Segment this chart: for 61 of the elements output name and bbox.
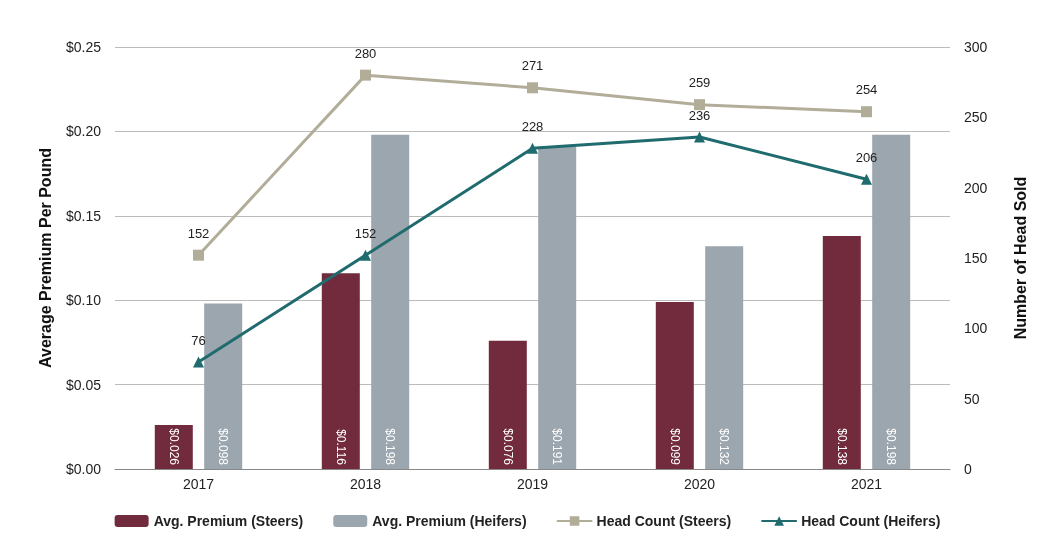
data-label: 271 xyxy=(521,58,544,74)
point xyxy=(193,356,204,368)
y2-tick-label: 200 xyxy=(964,179,988,196)
data-label: 259 xyxy=(688,75,711,91)
y2-tick-label: 150 xyxy=(964,250,988,266)
point xyxy=(360,249,371,261)
data-label: $0.198 xyxy=(383,428,398,466)
y-tick-label: $0.15 xyxy=(65,207,102,224)
x-tick-label: 2018 xyxy=(349,476,382,492)
point xyxy=(527,142,538,154)
y-tick-label: $0.20 xyxy=(65,123,102,140)
data-label: $0.098 xyxy=(216,428,231,466)
bar xyxy=(538,146,577,469)
point xyxy=(360,69,371,81)
y-tick-label: $0.00 xyxy=(65,461,102,477)
y2-tick-label: 0 xyxy=(964,461,972,477)
y-tick-label: $0.05 xyxy=(65,376,102,393)
point xyxy=(694,131,705,143)
legend-label: Head Count (Heifers) xyxy=(801,513,941,529)
data-label: 228 xyxy=(521,118,544,134)
y-axis-title: Average Premium Per Pound xyxy=(36,148,54,368)
y-tick-label: $0.25 xyxy=(65,39,102,55)
data-label: 254 xyxy=(855,82,878,98)
y-tick-label: $0.10 xyxy=(65,292,102,309)
bar xyxy=(321,273,360,469)
data-label: 76 xyxy=(191,332,206,348)
bar xyxy=(822,236,861,469)
data-label: $0.076 xyxy=(500,428,515,466)
data-label: $0.198 xyxy=(884,428,899,466)
y2-tick-label: 100 xyxy=(964,320,988,337)
point xyxy=(861,173,872,185)
data-label: 152 xyxy=(187,225,210,241)
data-label: 152 xyxy=(354,225,377,241)
legend-label: Avg. Premium (Steers) xyxy=(153,513,304,529)
point xyxy=(193,249,204,261)
data-label: $0.099 xyxy=(667,428,682,466)
point xyxy=(694,99,705,111)
bar xyxy=(705,246,744,469)
legend-label: Head Count (Steers) xyxy=(596,513,732,529)
data-label: $0.132 xyxy=(717,428,732,466)
data-label: 236 xyxy=(688,107,711,123)
x-tick-label: 2017 xyxy=(182,476,215,492)
data-label: 206 xyxy=(855,149,878,165)
y2-tick-label: 250 xyxy=(964,109,988,126)
data-label: 280 xyxy=(354,45,377,61)
data-label: $0.116 xyxy=(333,429,348,466)
bar xyxy=(488,340,527,469)
y2-tick-label: 300 xyxy=(964,39,988,55)
x-tick-label: 2020 xyxy=(683,476,716,492)
y2-axis-title: Number of Head Sold xyxy=(1011,176,1029,340)
point xyxy=(861,106,872,118)
x-tick-label: 2021 xyxy=(850,476,883,492)
point xyxy=(527,82,538,94)
bar xyxy=(204,303,243,469)
x-tick-label: 2019 xyxy=(516,476,549,492)
data-label: $0.138 xyxy=(834,428,849,466)
bar xyxy=(655,301,694,469)
data-label: $0.026 xyxy=(166,428,181,466)
data-label: $0.191 xyxy=(550,428,565,466)
y2-tick-label: 50 xyxy=(964,390,980,407)
legend-label: Avg. Premium (Heifers) xyxy=(372,513,527,529)
